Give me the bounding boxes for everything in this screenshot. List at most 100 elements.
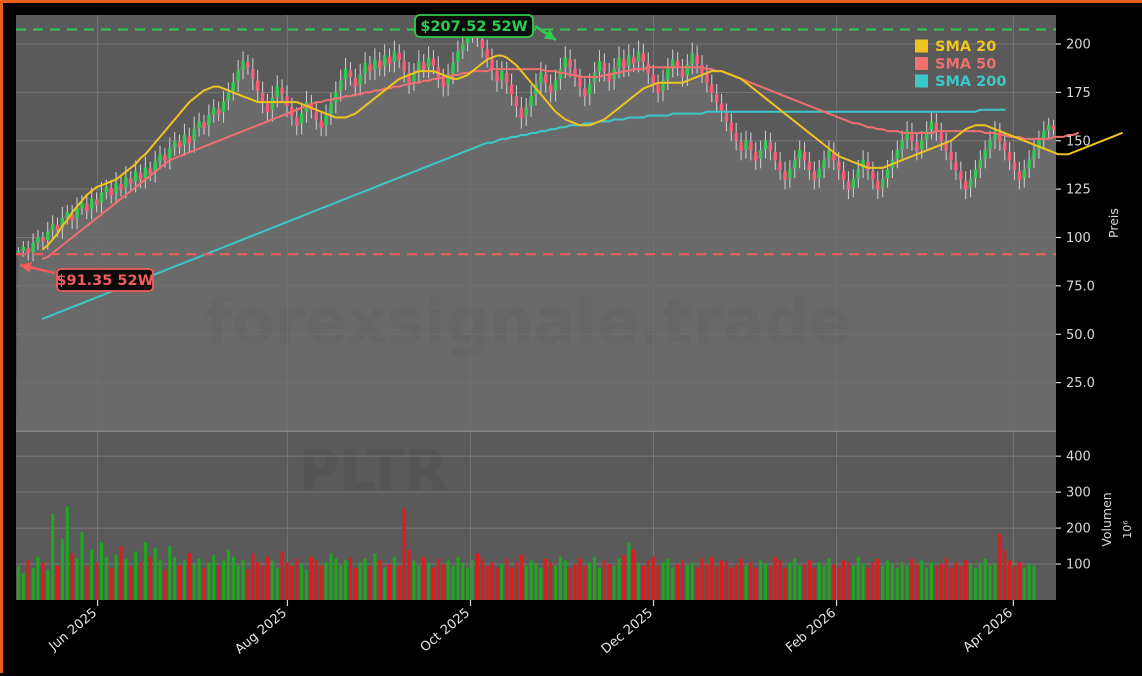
candle-body — [954, 161, 958, 171]
price-tick-label: 25.0 — [1066, 376, 1095, 391]
candle-body — [509, 84, 514, 95]
volume-bar — [778, 560, 782, 600]
volume-bar — [934, 565, 938, 600]
volume-tick-label: 200 — [1066, 522, 1091, 537]
candle-body — [573, 68, 577, 78]
candle-body — [827, 150, 831, 159]
volume-bar — [99, 542, 103, 600]
price-tick-label: 150 — [1066, 134, 1091, 149]
candle-body — [607, 72, 611, 82]
candle-body — [1032, 150, 1036, 159]
candle-body — [441, 78, 445, 87]
volume-bar — [231, 556, 235, 600]
volume-bar — [510, 567, 514, 600]
candle-body — [16, 250, 21, 253]
price-tick-label: 100 — [1066, 231, 1091, 246]
volume-bar — [881, 565, 885, 600]
volume-bar — [402, 508, 406, 600]
volume-bar — [90, 549, 94, 600]
candle-body — [763, 140, 768, 150]
candle-body — [714, 93, 719, 103]
candle-body — [1012, 161, 1017, 171]
candle-body — [734, 132, 738, 142]
volume-bar — [915, 564, 919, 600]
legend-label-2: SMA 200 — [935, 74, 1006, 90]
volume-bar — [187, 553, 191, 600]
candle-body — [329, 103, 333, 114]
candle-body — [138, 172, 143, 180]
volume-bar — [256, 562, 260, 600]
volume-bar — [993, 564, 997, 600]
volume-bar — [754, 567, 758, 600]
candle-body — [212, 107, 216, 115]
volume-bar — [353, 567, 357, 600]
candle-body — [46, 231, 50, 240]
candle-body — [1051, 125, 1056, 130]
volume-bar — [588, 562, 592, 600]
volume-bar — [827, 558, 831, 600]
volume-bar — [656, 565, 660, 600]
price-tick-label: 175 — [1066, 86, 1091, 101]
volume-bar — [319, 565, 323, 600]
candle-body — [924, 130, 929, 140]
candle-body — [168, 148, 172, 159]
candle-body — [182, 134, 187, 145]
volume-bar — [519, 555, 523, 600]
candle-body — [622, 58, 626, 68]
candle-body — [295, 117, 299, 126]
candle-body — [255, 80, 260, 91]
candle-body — [963, 180, 968, 190]
candle-body — [700, 64, 704, 74]
candle-body — [368, 64, 372, 72]
candle-body — [876, 180, 880, 190]
volume-bar — [949, 567, 953, 600]
volume-bar — [534, 564, 538, 600]
ticker-watermark: PLTR — [299, 439, 448, 504]
volume-bar — [788, 562, 792, 600]
volume-axis-exponent: 10⁶ — [1121, 520, 1134, 539]
candle-body — [1027, 159, 1031, 169]
candle-body — [553, 80, 558, 91]
volume-bar — [900, 562, 904, 600]
volume-bar — [500, 564, 504, 600]
volume-bar — [632, 549, 636, 600]
volume-bar — [646, 560, 650, 600]
candle-body — [846, 180, 851, 190]
volume-bar — [876, 558, 880, 600]
candle-body — [1017, 171, 1022, 180]
candle-body — [89, 198, 94, 209]
candle-body — [348, 70, 353, 78]
volume-bar — [397, 565, 401, 600]
volume-bar — [290, 565, 294, 600]
volume-bar — [998, 533, 1002, 600]
candle-body — [124, 177, 128, 188]
volume-bar — [490, 562, 494, 600]
volume-bar — [392, 556, 396, 600]
candle-body — [529, 95, 533, 107]
candle-body — [788, 169, 792, 179]
volume-bar — [80, 531, 84, 600]
volume-bar — [70, 553, 74, 600]
candle-body — [207, 115, 211, 126]
price-axis-title: Preis — [1106, 208, 1121, 238]
candle-body — [148, 168, 152, 175]
candle-body — [373, 59, 377, 70]
candle-body — [236, 70, 240, 81]
volume-bar — [724, 562, 728, 600]
candle-body — [778, 161, 782, 171]
volume-bar — [163, 569, 167, 600]
candle-body — [993, 130, 997, 140]
candle-body — [226, 92, 231, 101]
volume-bar — [368, 565, 372, 600]
candle-body — [505, 72, 509, 84]
volume-bar — [207, 562, 211, 600]
volume-bar — [680, 560, 684, 600]
candle-body — [680, 68, 685, 78]
volume-tick-label: 300 — [1066, 486, 1091, 501]
volume-bar — [715, 565, 719, 600]
volume-bar — [568, 567, 572, 600]
volume-bar — [793, 558, 797, 600]
volume-bar — [270, 560, 274, 600]
volume-bar — [505, 558, 509, 600]
candle-body — [417, 61, 421, 72]
